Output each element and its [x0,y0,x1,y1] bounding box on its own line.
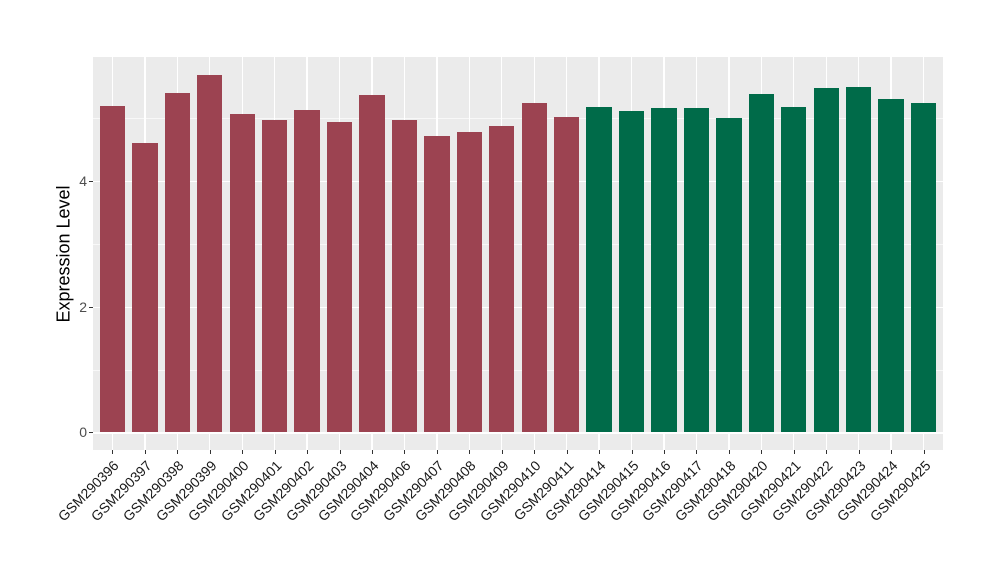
x-axis-tick [112,450,114,454]
x-axis-tick [728,450,730,454]
gridline-major [93,180,943,183]
bar-GSM290421 [781,106,807,433]
bar-GSM290415 [618,111,645,433]
chart-panel [93,57,943,450]
bar-GSM290418 [716,118,742,433]
y-axis-tick [89,432,93,434]
x-axis-tick [339,450,341,454]
x-axis-tick [307,450,309,454]
x-axis-tick [663,450,665,454]
x-axis-tick [761,450,763,454]
x-axis-tick [372,450,373,454]
bar-GSM290400 [229,113,255,433]
bar-GSM290396 [99,106,126,433]
x-axis-tick [826,450,828,454]
bar-GSM290422 [813,88,839,433]
bar-GSM290407 [424,135,450,433]
y-axis-tick [89,306,93,308]
x-axis-tick [274,450,276,454]
bar-GSM290401 [262,119,288,433]
bar-GSM290404 [359,94,385,433]
x-axis-tick [923,450,925,454]
bar-GSM290410 [521,102,547,433]
x-axis-tick [209,450,211,454]
y-axis-tick [89,180,93,182]
gridline-major [93,432,943,434]
x-axis-tick [566,450,568,454]
y-tick-label: 2 [79,298,87,315]
bar-GSM290402 [294,109,320,433]
bar-GSM290403 [326,122,353,433]
gridline-minor [93,117,943,119]
x-axis-tick [891,450,893,454]
bar-GSM290397 [132,142,158,433]
x-axis-tick [469,450,471,454]
bar-GSM290406 [391,119,418,433]
x-axis-tick [631,450,633,454]
x-axis-tick [144,450,146,454]
x-axis-tick [242,450,244,454]
bar-GSM290409 [489,125,515,433]
bar-GSM290398 [164,93,190,433]
bar-GSM290417 [683,107,710,433]
bar-GSM290414 [586,107,612,433]
gridline-minor [93,243,943,245]
bar-GSM290424 [878,99,904,433]
x-axis-tick [793,450,795,454]
bar-GSM290425 [910,102,937,433]
y-tick-label: 0 [79,424,87,441]
bar-GSM290416 [651,107,677,433]
y-tick-label: 4 [79,172,87,189]
bar-GSM290411 [554,117,580,433]
x-axis-tick [404,450,406,454]
gridline-major [93,306,943,309]
x-axis-tick [858,450,860,454]
bar-GSM290408 [456,132,482,433]
x-axis-tick [696,450,698,454]
bar-GSM290423 [845,86,872,433]
y-axis-title: Expression Level [53,185,74,323]
x-axis-tick [436,450,438,454]
gridline-minor [93,369,943,371]
x-axis-tick [534,450,536,454]
x-axis-tick [177,450,179,454]
bar-GSM290420 [748,94,774,433]
x-axis-tick [599,450,601,454]
bar-GSM290399 [197,74,223,433]
x-axis-tick [501,450,503,454]
